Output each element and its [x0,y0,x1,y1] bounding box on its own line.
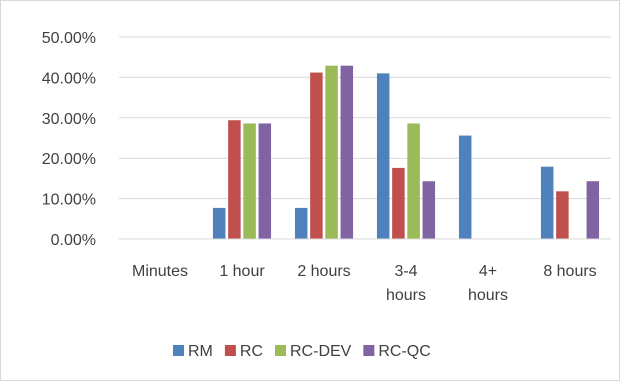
y-tick-label: 0.00% [51,232,96,249]
x-category-label: hours [468,287,508,304]
x-category-label: Minutes [132,263,188,280]
bar-rm-2 [294,207,308,239]
bar-rm-4 [458,135,472,239]
bar-rm-5 [540,166,554,239]
y-tick-label: 40.00% [42,70,96,87]
bar-rc-1 [228,120,241,239]
bar-rc-dev-3 [407,123,420,239]
bar-rc-qc-2 [340,65,354,240]
legend-swatch-rc [224,345,236,356]
x-category-label: 4+ [479,263,497,280]
legend-label: RC-QC [378,343,430,360]
bar-rc-qc-3 [422,181,436,239]
bar-rc-qc-5 [586,181,600,239]
y-tick-label: 10.00% [42,192,96,209]
legend-label: RC-DEV [290,343,352,360]
bar-rc-qc-1 [258,123,272,239]
x-category-label: 8 hours [543,263,596,280]
legend: RM RC RC-DEV RC-QC [173,343,431,360]
x-category-label: 2 hours [297,263,350,280]
gridlines [119,36,611,200]
x-category-label: 3-4 [394,263,417,280]
legend-label: RC [240,343,263,360]
x-axis-category-labels: Minutes 1 hour 2 hours 3-4 hours 4+ hours 8 hou… [132,263,597,304]
legend-swatch-rc-qc [363,345,375,356]
legend-swatch-rm [173,345,184,356]
y-axis-tick-labels: 0.00% 10.00% 20.00% 30.00% 40.00% 50.00% [42,30,96,249]
bar-rc-5 [556,191,569,239]
bar-rc-2 [310,72,323,239]
legend-swatch-rc-dev [275,345,286,356]
y-tick-label: 30.00% [42,111,96,128]
x-category-label: 1 hour [219,263,265,280]
bar-rc-dev-1 [243,123,256,239]
bar-rc-dev-2 [325,65,338,240]
bars [212,65,600,240]
legend-label: RM [188,343,213,360]
x-category-label: hours [386,287,426,304]
bar-rm-1 [212,207,226,239]
bar-rc-3 [392,167,405,239]
y-tick-label: 20.00% [42,151,96,168]
y-tick-label: 50.00% [42,30,96,47]
bar-rm-3 [376,73,390,239]
